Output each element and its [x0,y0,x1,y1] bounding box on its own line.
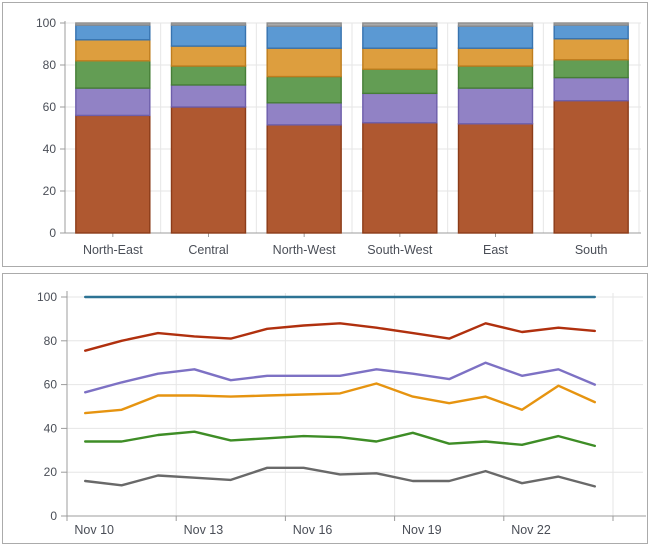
gridlines [67,293,643,516]
bar-Central [170,22,247,234]
bar-segment-gray [75,22,151,26]
bar-segment-green [170,65,247,86]
y-axis-tick-label: 20 [43,184,57,198]
y-axis-tick-label: 100 [37,290,57,304]
line-series-purple [83,361,596,394]
y-axis-tick-label: 80 [44,334,58,348]
bar-segment-orange [553,38,629,61]
x-axis-category-label: South [575,243,608,257]
bar-South-West [362,22,438,234]
y-axis-tick-label: 0 [50,509,57,523]
x-axis-category-label: North-East [83,243,143,257]
line-chart: 0 20 40 60 80 100 Nov 10 Nov 13 Nov 16 Nov 19 Nov … [37,290,646,537]
bar-North-West [266,22,342,234]
y-axis-tick-label: 20 [44,465,58,479]
x-axis-category-label: Central [188,243,228,257]
bar-segment-green [457,65,534,89]
bar-segment-orange [362,47,438,70]
bar-segment-purple [553,76,629,102]
bar-segment-blue [75,24,151,41]
bar-segment-rust [75,114,151,234]
x-axis-date-label: Nov 10 [74,523,114,537]
bar-segment-blue [266,25,342,49]
bar-segment-rust [457,123,534,234]
bar-segment-orange [457,47,534,67]
x-axis-date-label: Nov 22 [511,523,551,537]
y-axis-tick-label: 80 [43,58,57,72]
bar-segment-orange [266,47,342,78]
bar-segment-rust [553,99,629,234]
bar-segment-orange [75,39,151,62]
bar-segment-green [362,68,438,95]
bar-segment-purple [170,84,247,108]
bar-North-East [75,22,151,234]
bar-segment-green [553,59,629,79]
bar-segment-purple [362,92,438,124]
bar-segment-blue [362,25,438,49]
x-axis-date-label: Nov 16 [293,523,333,537]
bar-segment-blue [457,25,534,49]
bar-segment-purple [75,87,151,117]
x-axis-date-label: Nov 19 [402,523,442,537]
axes: 0 20 40 60 80 100 Nov 10 Nov 13 Nov 16 Nov 19 Nov … [37,290,646,537]
bar-segment-purple [266,102,342,126]
bar-segment-purple [457,87,534,125]
x-axis-category-label: North-West [273,243,337,257]
bar-segment-green [266,75,342,104]
x-axis-category-label: East [483,243,509,257]
y-axis-tick-label: 40 [43,142,57,156]
x-axis-date-label: Nov 13 [184,523,224,537]
gridlines [65,22,641,233]
bar-segment-orange [170,45,247,67]
x-axis-category-label: South-West [367,243,433,257]
bar-segment-gray [362,22,438,27]
bar-segment-rust [362,122,438,234]
y-axis-tick-label: 60 [43,100,57,114]
stacked-bar-chart: 0 20 40 60 80 100 North-East Central North-West S… [36,16,641,257]
bar-segment-blue [170,24,247,47]
line-series-green [83,430,596,448]
y-axis-tick-label: 60 [44,378,58,392]
bar-segment-gray [457,22,534,27]
bar-segment-gray [170,22,247,26]
bar-segment-gray [266,22,342,27]
line-series-gray [83,466,596,488]
stacked-bar-chart-panel: 0 20 40 60 80 100 North-East Central North-West S… [2,2,648,267]
line-chart-panel: 0 20 40 60 80 100 Nov 10 Nov 13 Nov 16 Nov 19 Nov … [2,273,648,544]
y-axis-tick-label: 40 [44,421,58,435]
y-axis-tick-label: 0 [49,226,56,240]
bar-East [457,22,534,234]
bar-segment-rust [266,124,342,234]
y-axis-tick-label: 100 [36,16,56,30]
bar-South [553,22,629,234]
line-series-orange [83,382,596,415]
axes: 0 20 40 60 80 100 [36,16,641,240]
bar-segment-blue [553,24,629,40]
bar-segment-green [75,60,151,89]
bar-segment-gray [553,22,629,26]
bar-segment-rust [170,106,247,234]
line-series-red [83,322,596,352]
